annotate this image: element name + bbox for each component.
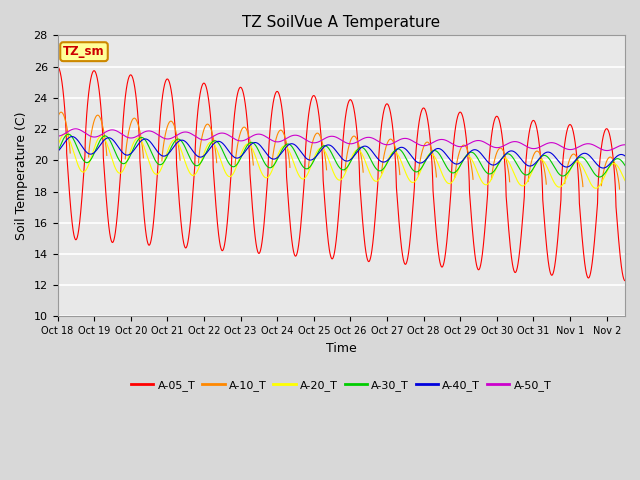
Text: TZ_sm: TZ_sm xyxy=(63,45,105,58)
Title: TZ SoilVue A Temperature: TZ SoilVue A Temperature xyxy=(242,15,440,30)
X-axis label: Time: Time xyxy=(326,342,356,355)
Y-axis label: Soil Temperature (C): Soil Temperature (C) xyxy=(15,112,28,240)
Legend: A-05_T, A-10_T, A-20_T, A-30_T, A-40_T, A-50_T: A-05_T, A-10_T, A-20_T, A-30_T, A-40_T, … xyxy=(127,375,556,395)
